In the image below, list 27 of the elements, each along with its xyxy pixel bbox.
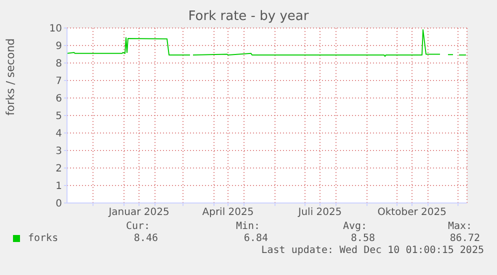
text: Avg: [342, 221, 368, 232]
y-tick-label: 10 [49, 24, 62, 35]
legend-label: forks [28, 233, 58, 244]
y-tick-label: 4 [56, 128, 62, 140]
y-tick-label: 2 [56, 164, 62, 175]
y-tick-label: 8 [56, 58, 62, 70]
text: 8.58 [350, 233, 375, 244]
x-tick-label: Oktober 2025 [378, 207, 446, 218]
x-tick-label: Juli 2025 [297, 207, 342, 218]
y-tick-label: 9 [56, 41, 62, 52]
y-tick-label: 5 [56, 111, 62, 122]
text: 86.72 [448, 233, 480, 244]
text: Min: [234, 221, 262, 232]
text: Max: [446, 221, 474, 232]
x-tick-label: April 2025 [202, 207, 254, 218]
y-axis-title: forks / second [4, 38, 17, 116]
text: Last update: Wed Dec 10 01:00:15 2025 [261, 245, 484, 256]
text: 8.46 [132, 233, 158, 244]
text: 6.84 [242, 233, 268, 244]
y-tick-label: 7 [56, 76, 62, 88]
x-tick-label: Januar 2025 [108, 207, 170, 218]
y-tick-label: 1 [56, 181, 62, 192]
text: Cur: [124, 221, 152, 232]
y-tick-label: 0 [56, 198, 62, 210]
y-tick-label: 6 [56, 94, 62, 105]
y-tick-label: 3 [56, 146, 62, 158]
chart-title: Fork rate - by year [187, 9, 310, 24]
